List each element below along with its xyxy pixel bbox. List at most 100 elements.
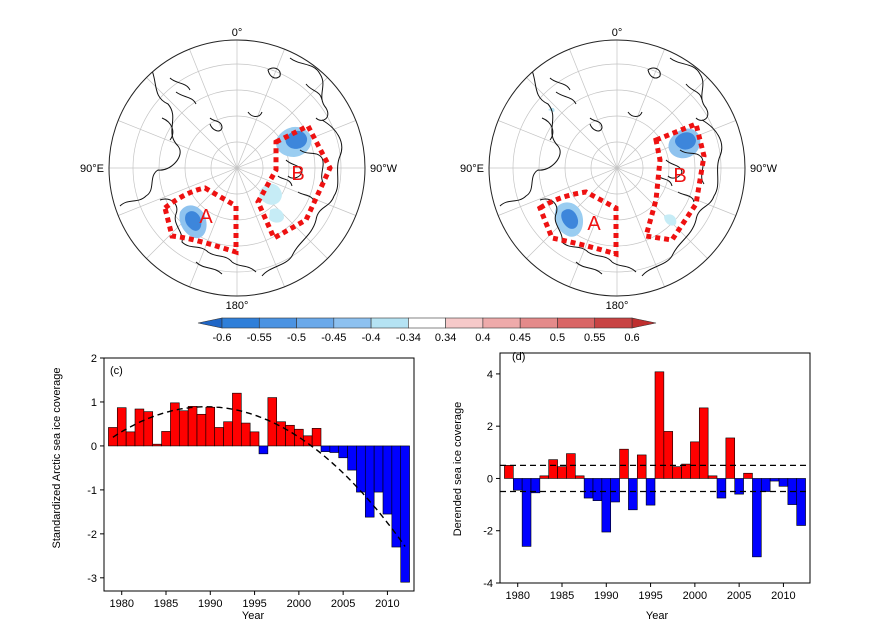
colorbar-end-high (631, 317, 657, 329)
region-b-box (255, 122, 333, 242)
region-b-label: B (291, 163, 304, 185)
graticule (489, 40, 745, 296)
colorbar-tick-label: 0.45 (509, 332, 530, 344)
bar-negative (769, 478, 780, 482)
colorbar-tick-label: -0.4 (362, 332, 381, 344)
bar-negative (512, 478, 523, 491)
bar-positive (143, 411, 154, 447)
y-axis-label: Derended sea ice coverage (452, 402, 464, 537)
bar-positive (116, 407, 127, 447)
bar-negative (601, 478, 612, 533)
colorbar-segment (333, 317, 372, 329)
graticule (109, 40, 365, 296)
colorbar-tick-label: 0.6 (624, 332, 639, 344)
bar-negative (592, 478, 603, 501)
coastlines (119, 57, 343, 277)
lon-label-bottom: 180° (606, 300, 629, 312)
bar-positive (574, 475, 585, 479)
bar-positive (223, 421, 233, 447)
x-tick-label: 2005 (331, 598, 355, 610)
bar-positive (619, 448, 629, 479)
bar-negative (382, 445, 393, 515)
colorbar-segment (445, 317, 484, 329)
bar-negative (400, 445, 410, 583)
y-tick-label: 1 (91, 397, 97, 409)
colorbar-tick-label: 0.55 (584, 332, 605, 344)
colorbar-segment (221, 317, 260, 329)
colorbar-segment (408, 317, 446, 329)
colorbar-segment (482, 317, 521, 329)
bar-positive (663, 431, 674, 479)
colorbar-segment (370, 317, 409, 329)
bar-positive (743, 472, 753, 479)
ice-anomaly-shading (548, 107, 701, 237)
x-tick-label: 1980 (109, 598, 133, 610)
polar-map-left: A B 0° 90°E 90°W 180° (80, 27, 398, 312)
x-tick-label: 1980 (505, 590, 529, 602)
bar-positive (294, 428, 304, 447)
bar-negative (521, 478, 532, 547)
y-tick-label: 0 (91, 441, 97, 453)
bar-negative (583, 478, 594, 499)
y-tick-label: -2 (87, 529, 97, 541)
plot-frame (499, 352, 811, 584)
panel-label: (c) (110, 365, 123, 377)
y-axis-label: Standardized Arctic sea ice coverage (51, 368, 63, 549)
panel-label: (d) (512, 351, 525, 363)
colorbar-segment (296, 317, 335, 329)
bar-positive (267, 397, 278, 447)
lon-label-top: 0° (232, 27, 243, 39)
y-tick-label: -3 (87, 573, 97, 585)
region-b-label: B (673, 165, 686, 187)
x-tick-label: 2005 (727, 590, 751, 602)
bar-positive (196, 413, 207, 447)
bar-positive (311, 428, 322, 447)
bar-positive (152, 443, 162, 447)
bar-positive (707, 475, 718, 479)
bar-negative (258, 445, 269, 455)
trend-line (112, 405, 406, 547)
colorbar-segment (594, 317, 633, 329)
bar-negative (338, 445, 348, 459)
lon-label-top: 0° (612, 27, 623, 39)
bar-positive (240, 422, 251, 447)
colorbar-tick-label: -0.55 (247, 332, 272, 344)
bar-positive (566, 453, 576, 479)
bar-positive (636, 454, 647, 479)
bar-negative (530, 478, 541, 494)
y-tick-label: 2 (487, 421, 493, 433)
lon-label-left: 90°E (80, 163, 104, 175)
bar-negative (373, 445, 384, 493)
lon-label-right: 90°W (750, 163, 778, 175)
colorbar-segment (258, 317, 297, 329)
x-tick-label: 1995 (242, 598, 266, 610)
bar-negative (778, 478, 789, 487)
colorbar-tick-label: 0.34 (435, 332, 456, 344)
bar-chart-panel-c: 1980 1985 1990 1995 2000 2005 2010 -3 -2 -1 0 1 2 (c… (51, 353, 415, 622)
region-a-box (162, 185, 239, 256)
colorbar-end-low (197, 317, 223, 329)
x-tick-label: 1990 (594, 590, 618, 602)
x-tick-label: 1985 (154, 598, 178, 610)
polar-map-right: A B 0° 90°E 90°W 180° (460, 27, 778, 312)
x-tick-label: 2010 (771, 590, 795, 602)
lon-label-bottom: 180° (226, 300, 249, 312)
bar-negative (364, 445, 375, 518)
colorbar-tick-label: 0.5 (550, 332, 565, 344)
colorbar-tick-label: 0.4 (475, 332, 490, 344)
bar-negative (610, 478, 620, 503)
ice-anomaly-shading (179, 126, 312, 239)
region-a-label: A (587, 213, 601, 235)
coastlines (499, 57, 723, 277)
bar-negative (752, 478, 762, 558)
plot-frame (103, 357, 415, 592)
bar-positive (232, 392, 242, 447)
bar-positive (134, 408, 145, 447)
bar-negative (329, 445, 340, 453)
bar-negative (716, 478, 727, 499)
x-tick-label: 1985 (550, 590, 574, 602)
colorbar-tick-label: -0.34 (396, 332, 421, 344)
x-axis-label: Year (242, 610, 265, 622)
colorbar-tick-label: -0.5 (287, 332, 306, 344)
bar-negative (760, 478, 771, 492)
